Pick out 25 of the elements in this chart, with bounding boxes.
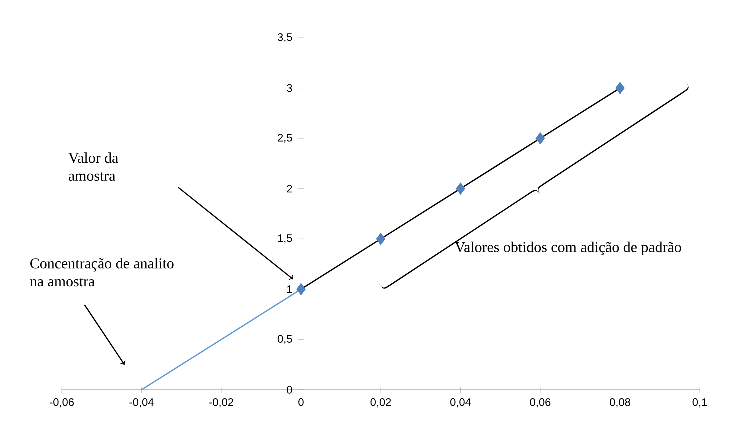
y-tick-label: 3 bbox=[287, 84, 292, 92]
point bbox=[296, 283, 306, 296]
point bbox=[376, 232, 386, 246]
x-tick-label: 0,02 bbox=[370, 398, 392, 408]
x-tick-label: 0,04 bbox=[450, 398, 472, 408]
x-tick-label: -0,06 bbox=[50, 398, 74, 408]
y-tick-label: 0,5 bbox=[278, 335, 292, 344]
x-tick-label: 0,1 bbox=[692, 398, 708, 408]
y-tick-label: 2 bbox=[287, 185, 292, 193]
x-tick-label: 0,06 bbox=[530, 398, 551, 408]
y-tick-label: 1 bbox=[287, 286, 292, 294]
point bbox=[616, 82, 625, 94]
annotation: Valor da amostra bbox=[68, 152, 118, 182]
y-tick-label: 2,5 bbox=[278, 134, 292, 144]
annotation: Concentração de analito na amostra bbox=[30, 258, 174, 287]
x-tick-label: 0 bbox=[298, 398, 304, 406]
y-tick-label: 3,5 bbox=[278, 33, 292, 43]
point bbox=[536, 132, 546, 145]
point bbox=[456, 182, 466, 196]
x-tick-label: 0,08 bbox=[610, 398, 630, 408]
y-tick-label: 0 bbox=[287, 386, 292, 394]
y-tick-label: 1,5 bbox=[278, 234, 292, 244]
x-tick-label: -0,04 bbox=[130, 398, 154, 408]
annotation: Valores obtidos com adição de padrão bbox=[455, 242, 682, 256]
x-tick-label: -0,02 bbox=[209, 398, 234, 408]
